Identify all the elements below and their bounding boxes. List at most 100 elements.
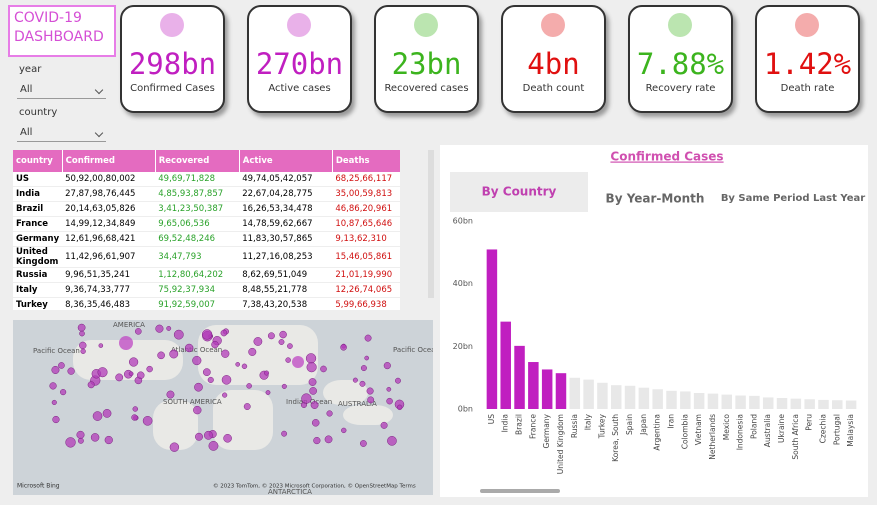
bar: [845, 400, 857, 409]
map-bubble: [253, 337, 263, 346]
map-bubble: [223, 434, 232, 443]
table-cell: 21,01,19,990: [332, 267, 400, 283]
x-tick-label: United Kingdom: [556, 414, 565, 474]
table-cell: 12,26,74,065: [332, 282, 400, 298]
x-tick-label: Japan: [639, 414, 648, 436]
x-tick-label: Iran: [667, 414, 676, 429]
kpi-label: Active cases: [268, 83, 331, 94]
x-tick-label: Brazil: [515, 414, 524, 435]
kpi-value: 270bn: [255, 47, 344, 81]
map-bubble: [98, 343, 104, 348]
map-bubble: [203, 430, 213, 440]
chart-title: Confirmed Cases: [610, 150, 723, 164]
table-cell: France: [13, 216, 63, 232]
map-bubble: [87, 381, 95, 389]
map-bubble: [395, 377, 401, 384]
map-bubble: [169, 442, 180, 452]
map-bubble: [201, 329, 213, 340]
map-bubble: [364, 355, 370, 361]
x-tick-label: Turkey: [597, 413, 606, 439]
map-bubble: [359, 380, 366, 387]
table-cell: 9,65,06,536: [155, 216, 240, 232]
x-tick-label: Netherlands: [708, 414, 717, 460]
x-tick-label: Mexico: [722, 414, 731, 441]
filter-dropdown[interactable]: All: [17, 127, 106, 142]
bar: [693, 393, 705, 409]
x-tick-label: Peru: [805, 414, 814, 431]
table-row: Turkey 8,36,35,46,483 91,92,59,007 7,38,43,…: [13, 297, 400, 310]
kpi-card: 1.42% Death rate: [755, 5, 860, 113]
map-bubble: [292, 356, 304, 368]
bar: [818, 399, 829, 409]
table-row: Italy 9,36,74,33,777 75,92,37,934 8,48,55,2…: [13, 282, 400, 298]
x-tick-label: Czechia: [818, 414, 827, 443]
map-bubble: [387, 436, 397, 446]
map-bubble: [396, 404, 403, 411]
map-label: SOUTH AMERICA: [163, 398, 222, 406]
kpi-value: 298bn: [128, 47, 217, 81]
map-bubble: [246, 383, 252, 389]
bar: [597, 382, 608, 409]
map-bubble: [97, 367, 108, 378]
map-label: AMERICA: [113, 321, 145, 329]
scrollbar: [480, 489, 560, 493]
x-tick-label: France: [528, 414, 537, 439]
map-bubble: [146, 365, 153, 373]
map-bubble: [326, 410, 333, 417]
x-tick-label: Italy: [584, 413, 593, 430]
table-row: Germany 12,61,96,68,421 69,52,48,246 11,83,…: [13, 231, 400, 247]
table-cell: 49,69,71,828: [155, 172, 240, 187]
kpi-card: 4bn Death count: [501, 5, 606, 113]
x-tick-label: India: [501, 414, 510, 432]
filter-label: year: [19, 64, 42, 75]
map-bubble: [285, 357, 291, 363]
map-bubble: [367, 396, 375, 404]
chart-tab[interactable]: By Country: [482, 185, 557, 199]
table-cell: 14,99,12,34,849: [62, 216, 156, 232]
kpi-value: 23bn: [391, 47, 462, 81]
x-tick-label: Malaysia: [846, 414, 855, 447]
map-label: Pacific Ocean: [33, 347, 80, 355]
map-bubble: [132, 406, 139, 412]
map-bubble: [195, 432, 203, 441]
bar: [721, 394, 733, 409]
x-tick-label: Argentina: [653, 414, 662, 451]
map-bubble: [241, 363, 248, 370]
x-tick-label: Poland: [749, 414, 758, 439]
filter-dropdown[interactable]: All: [17, 84, 106, 99]
map-label: Atlantic Ocean: [171, 346, 222, 354]
table-cell: 69,52,48,246: [155, 231, 240, 247]
landmass: [198, 325, 318, 385]
table-cell: 50,92,00,80,002: [62, 172, 156, 187]
kpi-icon: [668, 13, 692, 37]
map-bubble: [76, 430, 85, 439]
map-bubble: [104, 435, 113, 445]
map-bubble: [309, 387, 317, 395]
bar: [638, 387, 650, 409]
map-bubble: [166, 390, 175, 399]
table-row: France 14,99,12,34,849 9,65,06,536 14,78,59…: [13, 216, 400, 232]
map-bubble: [222, 392, 228, 398]
table-cell: 1,12,80,64,202: [155, 267, 240, 283]
x-tick-label: Australia: [763, 414, 772, 447]
map-bubble: [220, 329, 228, 337]
x-tick-label: Ukraine: [777, 414, 786, 443]
map-bubble: [169, 349, 179, 359]
table-cell: 9,13,62,310: [332, 231, 400, 247]
map-bubble: [208, 440, 219, 451]
table-cell: 3,41,23,50,387: [155, 201, 240, 217]
bar: [500, 321, 511, 409]
chart-tab[interactable]: By Same Period Last Year: [721, 193, 865, 204]
kpi-value: 4bn: [527, 47, 580, 81]
table-cell: 9,96,51,35,241: [62, 267, 156, 283]
map-bubble: [264, 370, 270, 376]
chart-tab[interactable]: By Year-Month: [606, 192, 705, 206]
bar: [528, 362, 539, 409]
map-bubble: [92, 411, 103, 421]
map-bubble: [383, 362, 391, 370]
table-cell: US: [13, 172, 63, 187]
x-tick-label: Korea, South: [611, 414, 620, 462]
x-tick-label: South Africa: [791, 414, 800, 460]
map-bubble: [306, 362, 317, 373]
table-cell: 8,36,35,46,483: [62, 297, 156, 310]
